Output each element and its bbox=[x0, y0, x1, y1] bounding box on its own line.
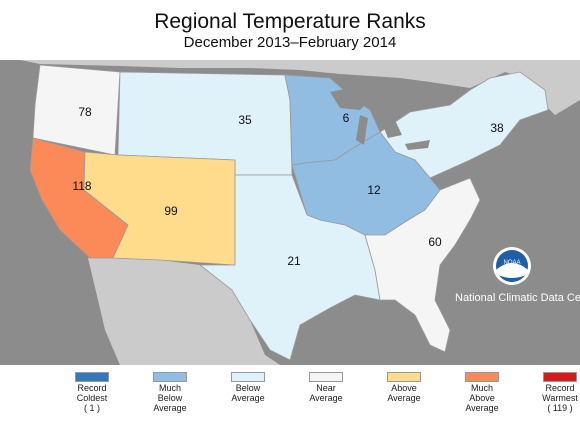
canada-land bbox=[20, 60, 580, 115]
rank-label-southeast: 60 bbox=[428, 235, 442, 249]
legend-label: Average bbox=[387, 393, 421, 403]
region-south bbox=[198, 174, 381, 361]
legend-label: Below bbox=[235, 383, 261, 393]
legend-label: Average bbox=[309, 393, 343, 403]
legend-label: Above bbox=[391, 383, 417, 393]
mexico-land bbox=[88, 256, 280, 365]
legend-label: Average bbox=[465, 403, 499, 413]
map-subtitle: December 2013–February 2014 bbox=[183, 34, 397, 51]
region-southwest bbox=[83, 151, 236, 266]
legend-label: Much bbox=[158, 383, 181, 393]
us-region-map: 78 35 6 38 118 99 12 21 60 NOAA bbox=[0, 60, 580, 365]
legend-swatch bbox=[465, 372, 499, 382]
ncdc-label: National Climatic Data Center bbox=[455, 292, 580, 304]
legend-item-record-warmest: Record Warmest( 119 ) bbox=[520, 372, 580, 413]
legend-count: ( 1 ) bbox=[83, 403, 100, 413]
legend-swatch bbox=[309, 372, 343, 382]
map-title: Regional Temperature Ranks bbox=[154, 10, 426, 33]
legend-swatch bbox=[75, 372, 109, 382]
legend-label: Below bbox=[157, 393, 183, 403]
legend-count: ( 119 ) bbox=[547, 403, 573, 413]
rank-label-south: 21 bbox=[287, 254, 301, 268]
rank-label-central: 12 bbox=[367, 183, 381, 197]
legend-swatch bbox=[153, 372, 187, 382]
legend-item-record-coldest: Record Coldest( 1 ) bbox=[52, 372, 132, 413]
legend-label: Record bbox=[77, 383, 107, 393]
legend-label: Much bbox=[470, 383, 493, 393]
legend-item-above: Above Average bbox=[364, 372, 444, 403]
rank-label-northwest: 78 bbox=[78, 105, 92, 119]
rank-label-northeast: 38 bbox=[490, 121, 504, 135]
legend-item-below: Below Average bbox=[208, 372, 288, 403]
legend-label: Average bbox=[153, 403, 187, 413]
great-lakes bbox=[330, 88, 430, 150]
noaa-logo-text: NOAA bbox=[503, 260, 520, 266]
legend-swatch bbox=[543, 372, 577, 382]
legend-swatch bbox=[387, 372, 421, 382]
legend: Record Coldest( 1 ) Much Below Average Below A… bbox=[0, 372, 580, 424]
legend-item-near: Near Average bbox=[286, 372, 366, 403]
region-northwest bbox=[32, 64, 121, 156]
legend-label: Average bbox=[231, 393, 265, 403]
legend-label: Coldest bbox=[76, 393, 108, 403]
legend-label: Record bbox=[545, 383, 575, 393]
rank-label-west-north-central: 35 bbox=[238, 113, 252, 127]
legend-label: Above bbox=[469, 393, 495, 403]
legend-item-much-below: Much Below Average bbox=[130, 372, 210, 413]
region-southeast bbox=[364, 177, 481, 353]
legend-label: Warmest bbox=[542, 393, 578, 403]
legend-label: Near bbox=[316, 383, 336, 393]
rank-label-west: 118 bbox=[72, 179, 91, 193]
legend-swatch bbox=[231, 372, 265, 382]
rank-label-east-north-central: 6 bbox=[343, 111, 350, 125]
legend-item-much-above: Much Above Average bbox=[442, 372, 522, 413]
noaa-logo-icon: NOAA bbox=[493, 247, 531, 285]
rank-label-southwest: 99 bbox=[164, 204, 178, 218]
